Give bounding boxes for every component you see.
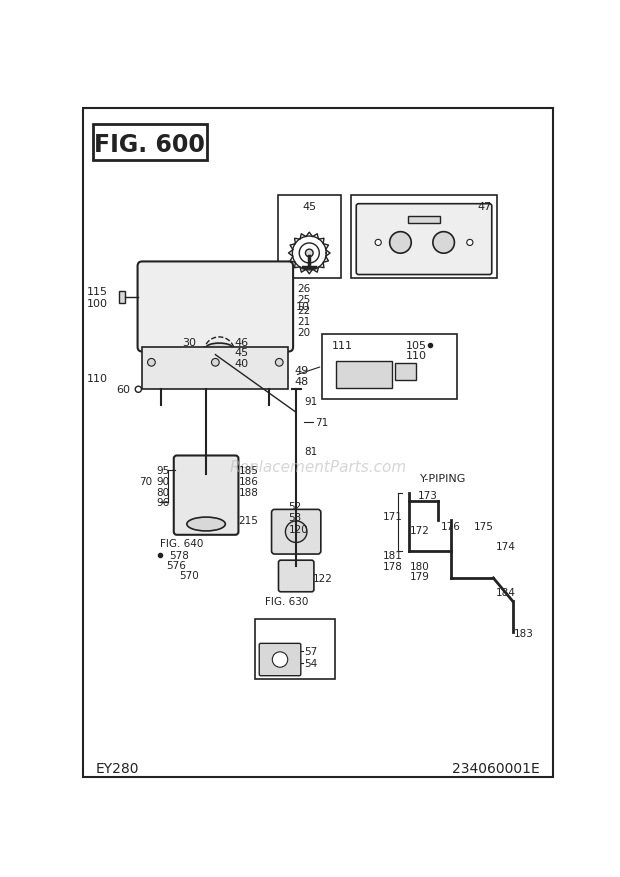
Text: 60: 60 [117,385,131,395]
Text: 26: 26 [298,284,311,294]
Text: 45: 45 [234,348,249,358]
Text: 184: 184 [495,587,515,597]
FancyBboxPatch shape [278,560,314,592]
Text: 110: 110 [87,374,107,383]
Text: 52: 52 [288,502,302,511]
Ellipse shape [187,517,225,531]
Bar [278,196,341,279]
Text: 110: 110 [405,351,427,361]
Text: 172: 172 [410,525,430,536]
Text: 100: 100 [87,299,107,309]
Text: 174: 174 [495,541,515,551]
Text: 96: 96 [156,498,169,508]
Text: 21: 21 [298,317,311,326]
Text: 111: 111 [332,340,353,350]
Text: 80: 80 [156,487,169,497]
Text: 185: 185 [239,466,259,475]
Bar [351,196,497,279]
Circle shape [272,652,288,667]
Bar [322,334,457,400]
Circle shape [433,232,454,254]
Bar [201,347,237,361]
Text: 183: 183 [514,629,534,638]
Text: FIG. 630: FIG. 630 [265,596,309,606]
Circle shape [275,359,283,367]
Circle shape [467,240,473,246]
Circle shape [285,521,307,543]
FancyBboxPatch shape [272,510,321,554]
Circle shape [306,250,313,258]
Circle shape [375,240,381,246]
Ellipse shape [206,344,232,353]
Bar [93,125,207,160]
Text: 25: 25 [298,295,311,305]
Text: 175: 175 [474,521,494,531]
Text: 95: 95 [156,466,169,475]
Bar [255,619,335,679]
Circle shape [299,244,319,264]
Text: FIG. 640: FIG. 640 [160,538,203,549]
Text: 48: 48 [294,376,309,387]
Text: 171: 171 [383,511,402,522]
Bar [119,291,125,303]
Text: 215: 215 [239,516,259,525]
Text: 173: 173 [418,490,438,500]
Text: 30: 30 [182,337,196,347]
Text: 53: 53 [288,512,302,523]
Text: 178: 178 [383,561,402,571]
Text: 578: 578 [169,550,189,560]
Text: 90: 90 [156,476,169,487]
Text: ReplacementParts.com: ReplacementParts.com [229,460,406,474]
Text: 234060001E: 234060001E [452,761,539,775]
Text: Y-PIPING: Y-PIPING [420,474,466,483]
Text: 115: 115 [87,287,107,296]
Text: FIG. 600: FIG. 600 [94,133,205,157]
Text: 181: 181 [383,550,402,560]
Text: 54: 54 [304,659,317,668]
Text: 49: 49 [294,366,309,375]
Text: 10: 10 [296,302,310,311]
FancyBboxPatch shape [259,644,301,676]
Text: 40: 40 [234,359,249,368]
Circle shape [389,232,411,254]
Text: 57: 57 [304,646,317,656]
Text: 45: 45 [302,202,316,211]
Text: EY280: EY280 [96,761,140,775]
Text: 188: 188 [239,487,259,497]
Text: 71: 71 [316,417,329,427]
Text: 122: 122 [313,574,333,583]
Text: 47: 47 [478,202,492,211]
Ellipse shape [206,353,232,362]
Text: 70: 70 [139,476,152,487]
Bar [409,217,440,224]
FancyBboxPatch shape [174,456,239,535]
Text: 105: 105 [405,340,427,350]
Circle shape [148,359,155,367]
Text: 176: 176 [440,521,460,531]
Text: 91: 91 [304,396,317,406]
Text: 179: 179 [410,572,430,581]
Polygon shape [336,361,392,389]
Text: 20: 20 [298,327,311,337]
FancyBboxPatch shape [138,262,293,353]
Text: 46: 46 [234,337,249,347]
Bar [206,348,232,358]
Circle shape [211,359,219,367]
Text: 120: 120 [288,524,308,535]
Bar [142,347,288,389]
FancyBboxPatch shape [356,204,492,275]
Text: 81: 81 [304,446,317,456]
Text: 570: 570 [179,570,199,581]
Bar [395,364,416,381]
Text: 22: 22 [298,305,311,316]
Text: 576: 576 [166,560,186,570]
Text: 186: 186 [239,476,259,487]
Text: 180: 180 [410,561,430,571]
